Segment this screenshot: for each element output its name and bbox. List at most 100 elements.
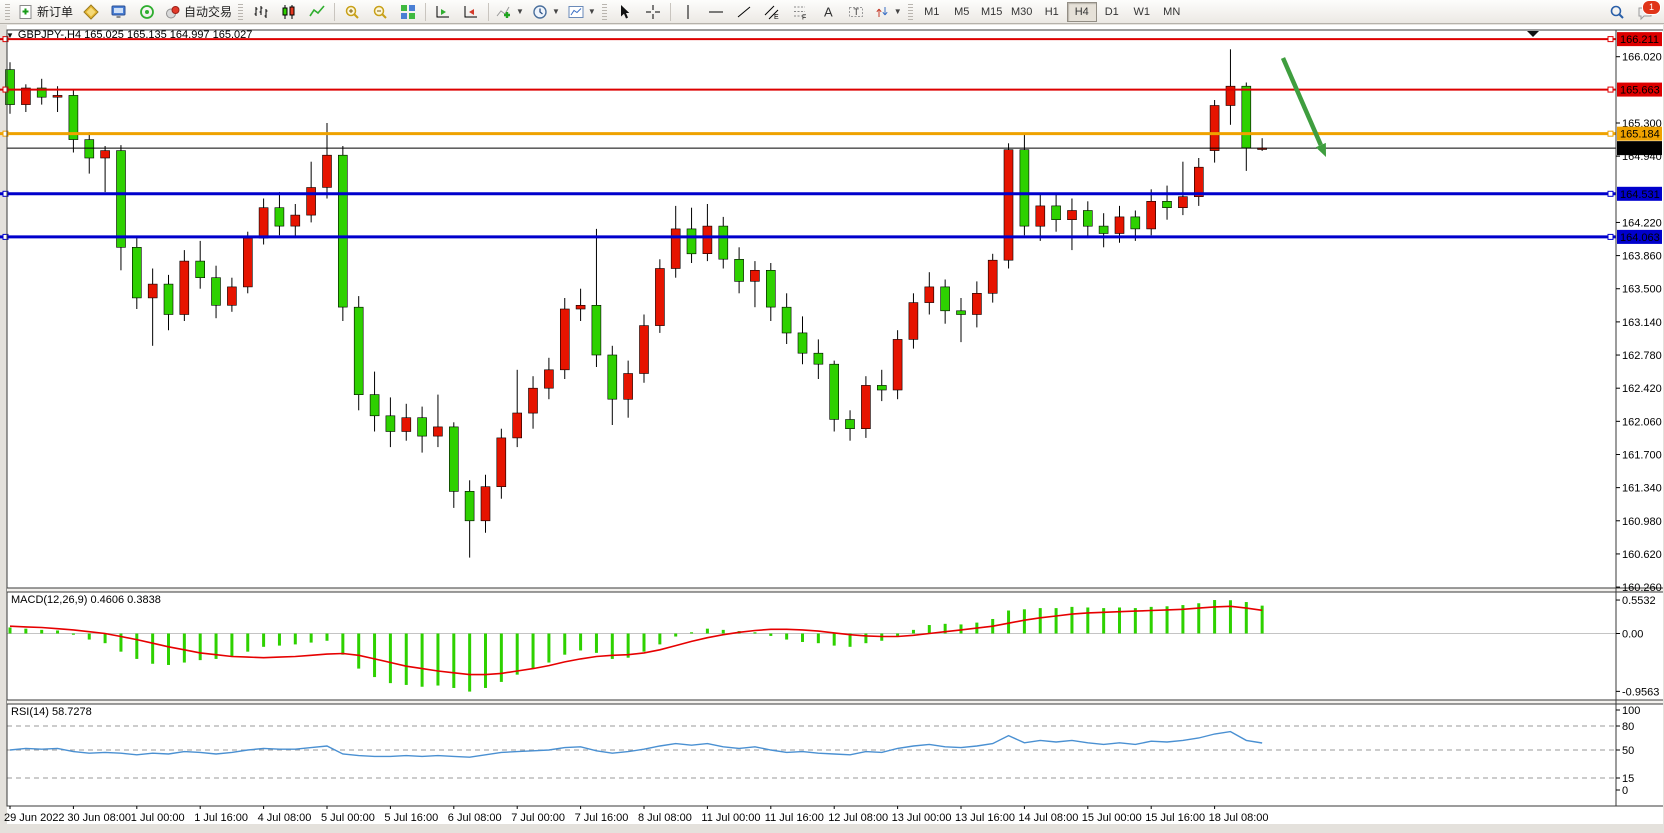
time-tick-label: 14 Jul 08:00 [1018,812,1078,824]
timeframe-m5[interactable]: M5 [954,5,970,18]
auto-scroll-button[interactable] [429,1,457,23]
timeframe-m1[interactable]: M1 [924,5,940,18]
price-tick-label: 163.140 [1622,317,1662,329]
notifications-button[interactable]: 1 [1637,0,1661,21]
search-icon [1609,4,1625,20]
toolbar-grip[interactable] [238,3,244,20]
time-axis[interactable]: 29 Jun 2022 30 Jun 08:00 1 Jul 00:00 1 Jul … [4,806,1269,824]
signal-icon [139,4,155,20]
autotrading-button[interactable]: 自动交易 [161,1,236,23]
price-tick-label: 162.420 [1622,383,1662,395]
arrows-button[interactable]: ▼ [870,1,906,23]
time-tick-label: 8 Jul 08:00 [638,812,692,824]
line-handle[interactable] [2,86,9,93]
svg-text:165.663: 165.663 [1620,85,1660,97]
line-handle[interactable] [2,36,9,43]
time-tick-label: 11 Jul 16:00 [765,812,824,824]
timeframe-mn[interactable]: MN [1163,5,1181,18]
metaeditor-button[interactable] [77,1,105,23]
trendline-button[interactable] [730,1,758,23]
price-tick-label: 164.220 [1622,217,1662,229]
rsi-indicator-label: RSI(14) 58.7278 [11,706,92,718]
autotrading-label: 自动交易 [184,5,233,19]
crosshair-button[interactable] [639,1,667,23]
time-tick-label: 5 Jul 00:00 [321,812,375,824]
vertical-line-button[interactable] [674,1,702,23]
arrows-icon [874,4,890,20]
time-tick-label: 29 Jun 2022 [4,812,65,824]
text-button[interactable]: A [814,1,842,23]
time-tick-label: 15 Jul 00:00 [1082,812,1142,824]
line-chart-button[interactable] [303,1,331,23]
price-tick-label: 162.060 [1622,416,1662,428]
diamond-icon [83,3,99,20]
price-tick-label: 160.980 [1622,516,1662,528]
rsi-line [9,730,1263,758]
chart-shift-marker[interactable] [1527,31,1539,37]
chevron-down-icon: ▼ [587,7,596,16]
svg-text:T: T [853,7,859,17]
horizontal-line-button[interactable] [702,1,730,23]
chart-shift-button[interactable] [457,1,485,23]
terminal-button[interactable] [105,1,133,23]
ohlc-bars-icon [253,4,269,20]
zoom-out-icon [372,4,388,20]
toolbar-grip[interactable] [601,3,607,20]
toolbar-grip[interactable] [5,3,10,20]
line-handle[interactable] [1607,190,1614,197]
candlestick-chart-button[interactable] [275,1,303,23]
zoom-out-button[interactable] [366,1,394,23]
cursor-button[interactable] [611,1,639,23]
time-tick-label: 15 Jul 16:00 [1145,812,1205,824]
chart-collapse-icon[interactable]: ▼ [6,31,14,40]
arrow-annotation[interactable] [1280,57,1326,157]
search-button[interactable] [1603,1,1631,23]
line-handle[interactable] [1607,36,1614,43]
line-handle[interactable] [1607,86,1614,93]
chevron-down-icon: ▼ [516,7,524,16]
timeframe-h4[interactable]: H4 [1066,1,1097,22]
templates-button[interactable]: ▼ [564,1,600,23]
line-handle[interactable] [2,233,9,240]
timeframe-h1[interactable]: H1 [1044,5,1059,18]
new-order-button[interactable]: 新订单 [14,1,77,23]
line-handle[interactable] [2,130,9,137]
bar-chart-button[interactable] [247,1,275,23]
equidistant-channel-button[interactable]: E [758,1,786,23]
svg-text:165.184: 165.184 [1620,129,1660,141]
svg-text:E: E [774,14,779,20]
pane-splitter[interactable] [7,700,1663,704]
svg-text:164.531: 164.531 [1620,189,1660,201]
tile-windows-button[interactable] [394,1,422,23]
vertical-line-icon [680,4,696,20]
fibonacci-button[interactable]: F [786,1,814,23]
price-badge-165.027: 165.027 [1617,141,1662,156]
indicators-button[interactable]: ▼ [492,1,528,23]
chart-canvas[interactable]: 166.020165.300164.940164.220163.860163.5… [0,25,1664,833]
line-handle[interactable] [2,190,9,197]
toolbar-grip[interactable] [907,3,913,20]
periods-button[interactable]: ▼ [528,1,564,23]
price-badge-164.063: 164.063 [1617,229,1662,244]
line-handle[interactable] [1607,130,1614,137]
chart-window[interactable]: 166.020 165.300 164.940 164.220 163.860 163.5… [0,25,1664,833]
macd-histogram [8,600,1264,692]
horizontal-line-icon [708,4,724,20]
chart-title: ▼ GBPJPY-,H4 165.025 165.135 164.997 165.… [6,29,252,41]
indicators-icon [496,4,512,20]
rsi-tick-label: 100 [1622,705,1640,717]
price-tick-label: 166.020 [1622,52,1662,64]
label-button[interactable]: T [842,1,870,23]
pane-splitter[interactable] [7,588,1663,592]
zoom-in-button[interactable] [338,1,366,23]
timeframe-w1[interactable]: W1 [1133,5,1150,18]
timeframe-m15[interactable]: M15 [981,5,1003,18]
price-badge-166.211: 166.211 [1617,32,1662,47]
timeframe-d1[interactable]: D1 [1104,5,1119,18]
line-handle[interactable] [1607,233,1614,240]
price-axis[interactable]: 166.020165.300164.940164.220163.860163.5… [1616,52,1662,797]
timeframe-m30[interactable]: M30 [1011,5,1033,18]
time-tick-label: 7 Jul 00:00 [511,812,565,824]
time-tick-label: 30 Jun 08:00 [67,812,131,824]
strategy-tester-button[interactable] [133,1,161,23]
